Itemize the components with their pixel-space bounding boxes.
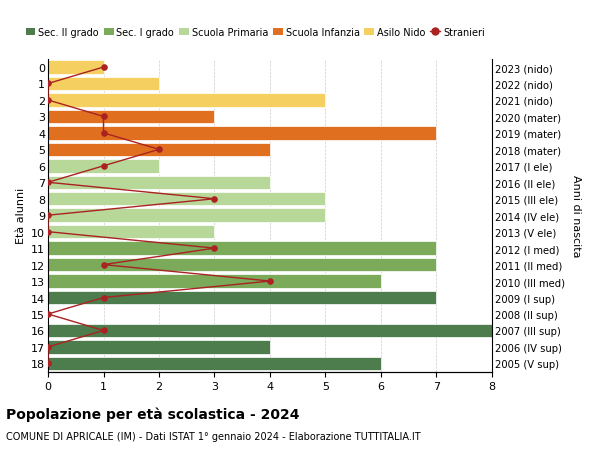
Text: Popolazione per età scolastica - 2024: Popolazione per età scolastica - 2024 xyxy=(6,406,299,421)
Bar xyxy=(48,341,270,354)
Point xyxy=(98,163,109,170)
Bar xyxy=(48,176,270,190)
Point xyxy=(98,261,109,269)
Bar xyxy=(48,160,159,173)
Y-axis label: Età alunni: Età alunni xyxy=(16,188,26,244)
Bar xyxy=(48,324,492,337)
Bar xyxy=(48,94,325,107)
Point xyxy=(154,146,164,154)
Point xyxy=(98,294,109,302)
Point xyxy=(43,179,53,186)
Point xyxy=(98,113,109,121)
Bar xyxy=(48,258,436,272)
Point xyxy=(210,245,220,252)
Y-axis label: Anni di nascita: Anni di nascita xyxy=(571,174,581,257)
Bar xyxy=(48,193,325,206)
Bar xyxy=(48,61,104,75)
Point xyxy=(43,97,53,104)
Point xyxy=(43,229,53,236)
Bar xyxy=(48,127,436,140)
Bar xyxy=(48,143,270,157)
Point xyxy=(265,278,275,285)
Bar xyxy=(48,111,215,124)
Bar xyxy=(48,225,215,239)
Point xyxy=(43,81,53,88)
Point xyxy=(98,64,109,72)
Bar xyxy=(48,291,436,305)
Bar xyxy=(48,242,436,255)
Bar xyxy=(48,274,381,288)
Point xyxy=(98,130,109,137)
Point xyxy=(43,311,53,318)
Bar xyxy=(48,78,159,91)
Point xyxy=(210,196,220,203)
Text: COMUNE DI APRICALE (IM) - Dati ISTAT 1° gennaio 2024 - Elaborazione TUTTITALIA.I: COMUNE DI APRICALE (IM) - Dati ISTAT 1° … xyxy=(6,431,421,442)
Point xyxy=(43,212,53,219)
Point xyxy=(43,343,53,351)
Bar xyxy=(48,357,381,370)
Legend: Sec. II grado, Sec. I grado, Scuola Primaria, Scuola Infanzia, Asilo Nido, Stran: Sec. II grado, Sec. I grado, Scuola Prim… xyxy=(22,24,488,42)
Point xyxy=(43,360,53,367)
Bar xyxy=(48,209,325,223)
Point xyxy=(98,327,109,335)
